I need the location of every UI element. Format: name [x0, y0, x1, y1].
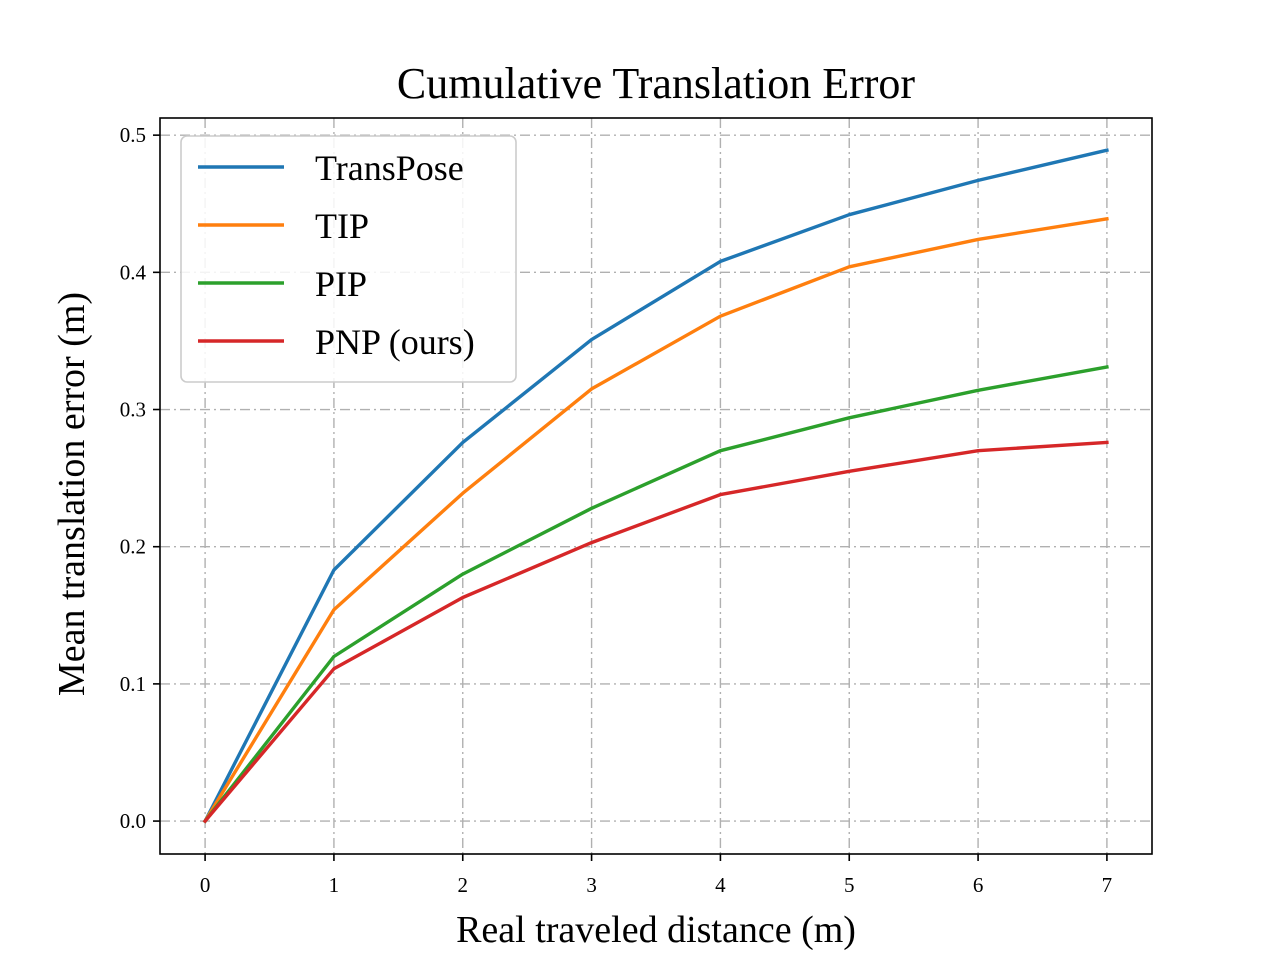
legend-label: TransPose: [315, 148, 464, 188]
x-tick-label: 4: [715, 873, 726, 897]
x-tick-label: 3: [586, 873, 597, 897]
series-line-tip: [202, 216, 1109, 824]
legend-label: PNP (ours): [315, 322, 475, 362]
y-axis-label: Mean translation error (m): [51, 292, 93, 696]
y-tick-label: 0.0: [120, 809, 146, 833]
x-axis-label: Real traveled distance (m): [456, 909, 856, 951]
legend-label: PIP: [315, 264, 367, 304]
y-tick-label: 0.3: [120, 398, 146, 422]
chart-title: Cumulative Translation Error: [397, 59, 916, 108]
legend-label: TIP: [315, 206, 369, 246]
plot-frame: [159, 117, 1153, 855]
series-line-pnp-ours: [202, 440, 1109, 824]
series-line-transpose: [202, 148, 1109, 824]
legend-box: [180, 135, 517, 383]
y-tick-label: 0.2: [120, 535, 146, 559]
series-lines: [202, 148, 1109, 824]
axis-ticks: 0 1 2 3 4 5 6 7 0.0 0.1 0.2 0.3 0.4 0.5: [120, 123, 1112, 897]
y-tick-label: 0.1: [120, 672, 146, 696]
x-tick-label: 7: [1102, 873, 1113, 897]
x-tick-label: 0: [200, 873, 211, 897]
grid: [160, 118, 1152, 854]
y-tick-label: 0.4: [120, 260, 147, 284]
x-tick-label: 6: [973, 873, 984, 897]
legend: TransPose TIP PIP PNP (ours): [180, 135, 517, 383]
x-tick-label: 1: [329, 873, 340, 897]
x-tick-label: 2: [458, 873, 469, 897]
series-line-pip: [202, 365, 1109, 824]
y-tick-label: 0.5: [120, 123, 146, 147]
x-tick-label: 5: [844, 873, 855, 897]
